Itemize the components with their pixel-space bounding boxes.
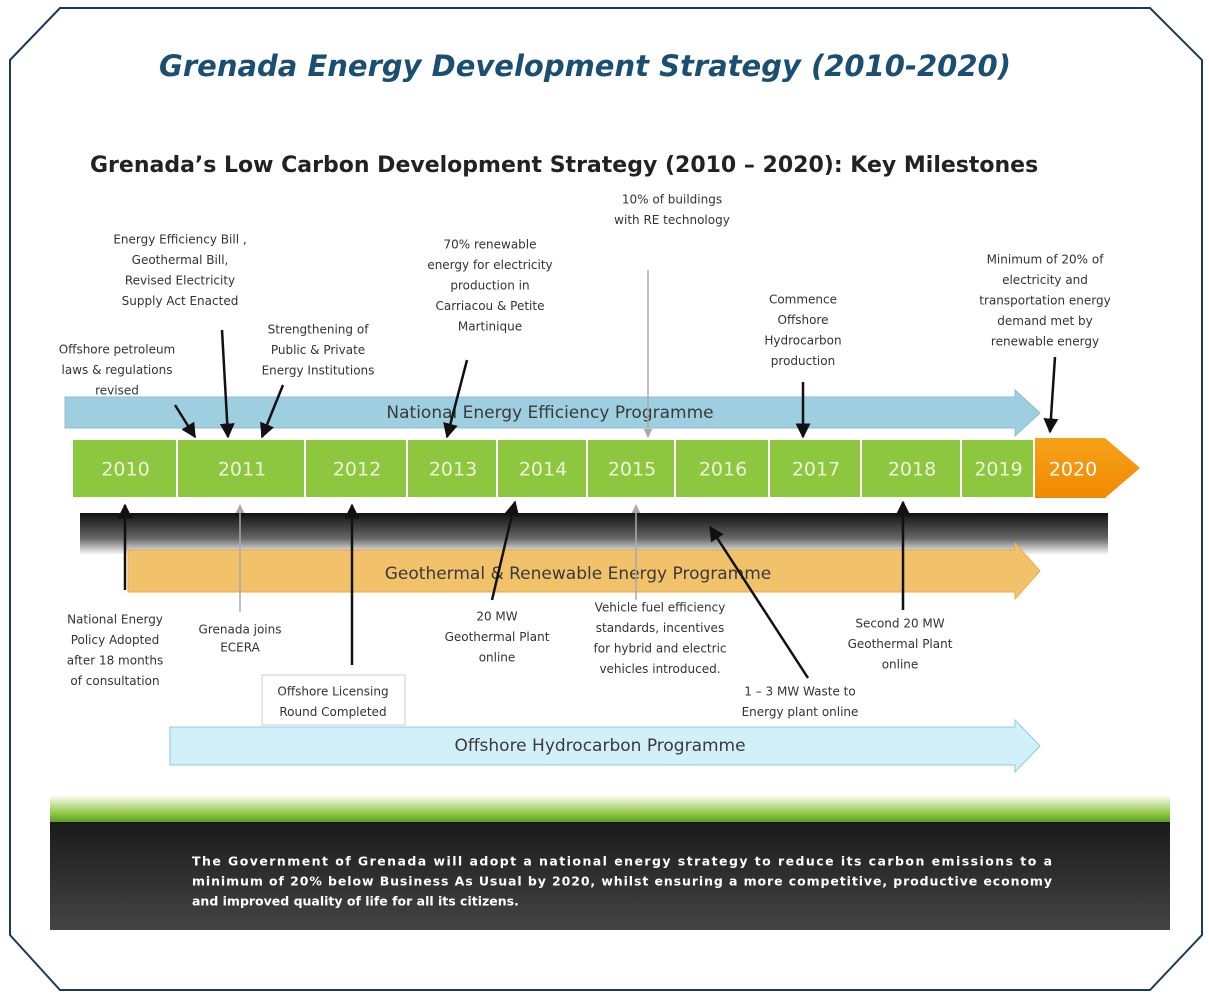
milestone-text: demand met by — [997, 314, 1092, 328]
year-box — [962, 440, 1033, 497]
milestone-text: energy for electricity — [427, 258, 552, 272]
milestone-text: Offshore petroleum — [59, 343, 176, 357]
milestone-text: Offshore — [778, 313, 829, 327]
year-label: 2013 — [429, 459, 477, 481]
year-box — [862, 440, 960, 497]
milestone-text: National Energy — [67, 613, 163, 627]
year-label: 2015 — [608, 459, 656, 481]
milestone-text: 10% of buildings — [622, 193, 722, 207]
subtitle: Grenada’s Low Carbon Development Strateg… — [90, 153, 1038, 178]
milestone-text: transportation energy — [979, 294, 1110, 308]
milestone-text: Public & Private — [271, 343, 365, 357]
year-box — [73, 440, 176, 497]
year-box — [306, 440, 406, 497]
milestone-text: online — [882, 658, 919, 672]
milestone-text: for hybrid and electric — [594, 642, 727, 656]
milestone-text: after 18 months — [67, 654, 164, 668]
year-label: 2016 — [699, 459, 747, 481]
milestone-text: vehicles introduced. — [599, 662, 720, 676]
milestone-text: Vehicle fuel efficiency — [595, 601, 726, 615]
programme-arrow — [169, 718, 1041, 774]
year-label: 2014 — [519, 459, 567, 481]
milestone-arrow — [1043, 356, 1059, 434]
milestone-text: of consultation — [70, 674, 159, 688]
milestone-text: Policy Adopted — [71, 633, 160, 647]
year-label: 2018 — [888, 459, 936, 481]
milestone-arrow — [443, 359, 469, 439]
year-label: 2017 — [792, 459, 840, 481]
year-box — [770, 440, 860, 497]
milestone-text: Geothermal Plant — [445, 630, 550, 644]
milestone-text: Round Completed — [279, 705, 386, 719]
milestone-text: laws & regulations — [62, 363, 173, 377]
programme-arrow — [127, 541, 1041, 601]
milestone-text: Energy Institutions — [262, 364, 375, 378]
milestone-text: Revised Electricity — [125, 274, 235, 288]
milestone-text: Carriacou & Petite — [436, 299, 545, 313]
year-label: 2020 — [1049, 459, 1097, 481]
divider — [50, 795, 1170, 822]
milestone-text: electricity and — [1002, 273, 1088, 287]
milestone-text: Commence — [769, 293, 837, 307]
year-box — [676, 440, 768, 497]
milestone-text: Supply Act Enacted — [122, 294, 239, 308]
milestone-text: Energy Efficiency Bill , — [113, 233, 246, 247]
year-label: 2011 — [218, 459, 266, 481]
milestone-text: Second 20 MW — [855, 617, 944, 631]
milestone-text: 70% renewable — [443, 238, 536, 252]
year-label: 2012 — [333, 459, 381, 481]
statement-text: and improved quality of life for all its… — [192, 894, 519, 909]
milestone-text: standards, incentives — [596, 621, 724, 635]
milestone-text: renewable energy — [991, 335, 1099, 349]
milestone-text: Martinique — [458, 320, 522, 334]
shadow-bar — [80, 513, 1108, 555]
year-label: 2010 — [101, 459, 149, 481]
programme-label: Geothermal & Renewable Energy Programme — [385, 564, 772, 584]
milestone-text: 1 – 3 MW Waste to — [744, 685, 855, 699]
milestone-text: with RE technology — [614, 213, 730, 227]
milestone-text: Geothermal Bill, — [132, 253, 229, 267]
year-box — [178, 440, 304, 497]
milestone-text: Hydrocarbon — [764, 334, 841, 348]
year-box — [498, 440, 586, 497]
milestone-text: Offshore Licensing — [277, 685, 388, 699]
milestone-arrow — [490, 500, 520, 601]
year-arrow — [1035, 438, 1140, 498]
milestone-text: ECERA — [220, 641, 260, 655]
milestone-text: Energy plant online — [742, 705, 859, 719]
milestone-text: production in — [450, 279, 529, 293]
frame — [9, 7, 1203, 991]
year-box — [588, 440, 674, 497]
milestone-arrow — [708, 525, 810, 679]
note-box — [261, 674, 406, 726]
title: Grenada Energy Development Strategy (201… — [159, 49, 1011, 83]
milestone-arrow — [173, 404, 197, 439]
milestone-text: online — [479, 651, 516, 665]
milestone-text: Geothermal Plant — [848, 637, 953, 651]
milestone-arrow — [219, 329, 235, 439]
year-label: 2019 — [974, 459, 1022, 481]
statement-text: The Government of Grenada will adopt a n… — [192, 854, 1052, 869]
milestone-text: Grenada joins — [199, 623, 282, 637]
milestone-text: revised — [95, 384, 139, 398]
milestone-arrow — [260, 384, 285, 439]
milestone-text: production — [771, 354, 835, 368]
programme-label: Offshore Hydrocarbon Programme — [454, 736, 745, 756]
statement-text: minimum of 20% below Business As Usual b… — [192, 874, 1052, 889]
milestone-text: Minimum of 20% of — [987, 253, 1105, 267]
milestone-text: Strengthening of — [268, 323, 370, 337]
statement-box — [50, 822, 1170, 930]
programme-label: National Energy Efficiency Programme — [386, 403, 713, 423]
year-box — [408, 440, 496, 497]
milestone-text: 20 MW — [476, 610, 517, 624]
